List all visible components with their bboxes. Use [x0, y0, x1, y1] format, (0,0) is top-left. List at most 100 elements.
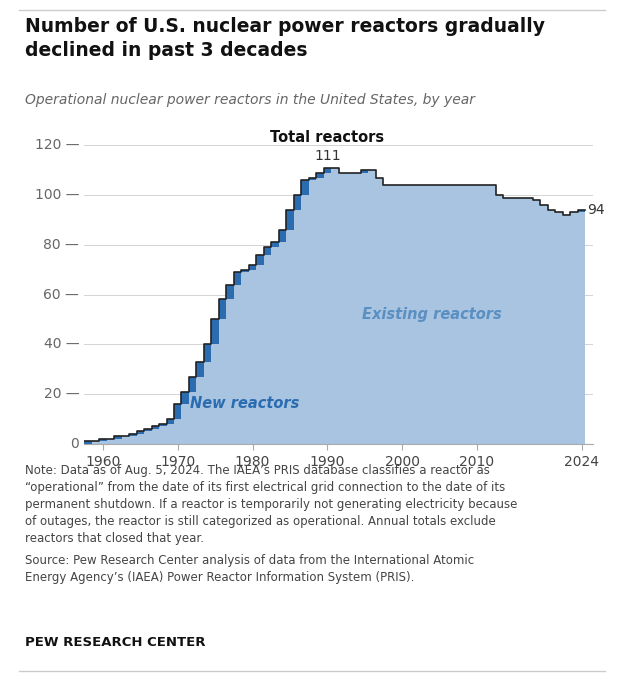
Bar — [144, 429, 152, 431]
Text: New reactors: New reactors — [190, 396, 300, 411]
Text: 20 —: 20 — — [44, 387, 79, 401]
Text: Note: Data as of Aug. 5, 2024. The IAEA’s PRIS database classifies a reactor as
: Note: Data as of Aug. 5, 2024. The IAEA’… — [25, 464, 517, 546]
Bar — [346, 173, 353, 444]
Bar — [510, 197, 518, 444]
Bar — [182, 391, 189, 404]
Bar — [353, 173, 361, 444]
Bar — [540, 205, 548, 444]
Bar — [167, 424, 174, 444]
Bar — [473, 185, 480, 444]
Bar — [466, 185, 473, 444]
Bar — [488, 185, 495, 444]
Text: 60 —: 60 — — [44, 288, 79, 301]
Bar — [129, 436, 137, 444]
Bar — [114, 436, 122, 439]
Text: 94: 94 — [588, 203, 605, 217]
Bar — [309, 178, 316, 180]
Bar — [249, 265, 256, 270]
Bar — [249, 270, 256, 444]
Bar — [219, 299, 227, 319]
Text: 80 —: 80 — — [44, 238, 79, 252]
Bar — [413, 185, 421, 444]
Bar — [234, 285, 241, 444]
Bar — [137, 431, 144, 434]
Bar — [503, 197, 510, 444]
Text: Total reactors: Total reactors — [270, 130, 384, 145]
Text: PEW RESEARCH CENTER: PEW RESEARCH CENTER — [25, 636, 205, 649]
Bar — [376, 178, 383, 444]
Bar — [279, 242, 286, 444]
Bar — [174, 404, 182, 419]
Bar — [286, 210, 294, 230]
Bar — [294, 210, 301, 444]
Bar — [324, 173, 331, 444]
Bar — [174, 419, 182, 444]
Bar — [578, 210, 585, 213]
Bar — [107, 439, 114, 444]
Bar — [92, 441, 99, 444]
Bar — [525, 197, 533, 444]
Text: Number of U.S. nuclear power reactors gradually
declined in past 3 decades: Number of U.S. nuclear power reactors gr… — [25, 17, 545, 60]
Bar — [578, 213, 585, 444]
Bar — [361, 170, 368, 173]
Bar — [301, 180, 309, 195]
Bar — [227, 285, 234, 299]
Bar — [99, 439, 107, 441]
Bar — [309, 180, 316, 444]
Bar — [256, 255, 264, 265]
Bar — [324, 168, 331, 173]
Bar — [331, 168, 338, 444]
Bar — [398, 185, 406, 444]
Bar — [406, 185, 413, 444]
Text: 0: 0 — [71, 437, 79, 451]
Bar — [219, 319, 227, 444]
Bar — [271, 242, 279, 247]
Bar — [286, 230, 294, 444]
Bar — [428, 185, 436, 444]
Bar — [264, 255, 271, 444]
Bar — [197, 376, 204, 444]
Bar — [129, 434, 137, 436]
Bar — [241, 270, 249, 272]
Bar — [279, 230, 286, 242]
Bar — [204, 344, 212, 362]
Bar — [563, 215, 570, 444]
Bar — [144, 431, 152, 444]
Bar — [159, 427, 167, 444]
Bar — [443, 185, 451, 444]
Bar — [114, 439, 122, 444]
Bar — [204, 362, 212, 444]
Bar — [518, 197, 525, 444]
Bar — [212, 344, 219, 444]
Bar — [361, 173, 368, 444]
Bar — [152, 427, 159, 429]
Bar — [99, 441, 107, 444]
Bar — [167, 419, 174, 424]
Bar — [264, 247, 271, 255]
Text: 120 —: 120 — — [35, 138, 79, 152]
Text: 111: 111 — [314, 149, 341, 162]
Text: 40 —: 40 — — [44, 337, 79, 352]
Bar — [458, 185, 466, 444]
Bar — [495, 195, 503, 444]
Bar — [189, 391, 197, 444]
Bar — [182, 404, 189, 444]
Bar — [570, 213, 578, 444]
Bar — [316, 173, 324, 178]
Bar — [159, 424, 167, 427]
Bar — [241, 272, 249, 444]
Bar — [451, 185, 458, 444]
Bar — [548, 210, 555, 444]
Bar — [480, 185, 488, 444]
Bar — [533, 200, 540, 444]
Bar — [368, 170, 376, 444]
Bar — [227, 299, 234, 444]
Text: 100 —: 100 — — [35, 188, 79, 202]
Bar — [294, 195, 301, 210]
Bar — [256, 265, 264, 444]
Bar — [234, 272, 241, 285]
Bar — [301, 195, 309, 444]
Bar — [197, 362, 204, 376]
Bar — [271, 247, 279, 444]
Bar — [338, 173, 346, 444]
